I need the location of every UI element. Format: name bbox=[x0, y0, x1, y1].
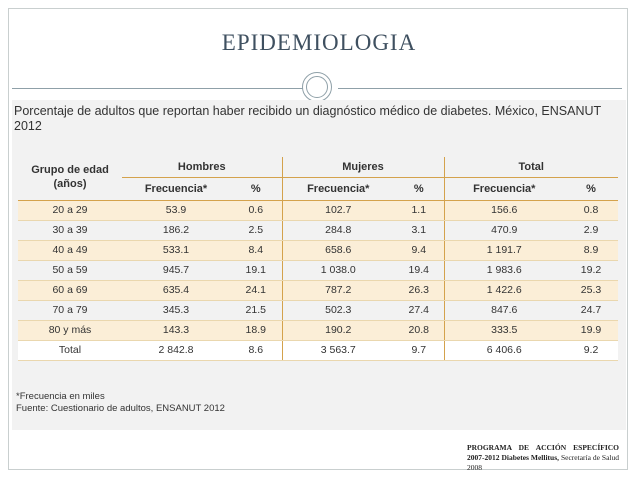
source-credit: PROGRAMA DE ACCIÓN ESPECÍFICO 2007-2012 … bbox=[467, 443, 619, 473]
figure-caption: Porcentaje de adultos que reportan haber… bbox=[14, 104, 601, 133]
table-total-row: Total 2 842.8 8.6 3 563.7 9.7 6 406.6 9.… bbox=[18, 340, 618, 361]
table-notes: *Frecuencia en miles Fuente: Cuestionari… bbox=[16, 391, 225, 415]
credit-publisher: Secretaría de Salud 2008 bbox=[467, 453, 619, 472]
women-percent-header: % bbox=[394, 177, 444, 201]
divider-ornament-inner bbox=[306, 76, 328, 98]
table-row: 70 a 79 345.3 21.5 502.3 27.4 847.6 24.7 bbox=[18, 300, 618, 321]
men-header: Hombres bbox=[122, 157, 282, 178]
slide-frame bbox=[8, 8, 628, 470]
table-row: 30 a 39 186.2 2.5 284.8 3.1 470.9 2.9 bbox=[18, 220, 618, 241]
frequency-footnote: *Frecuencia en miles bbox=[16, 391, 105, 402]
table-row: 80 y más 143.3 18.9 190.2 20.8 333.5 19.… bbox=[18, 320, 618, 341]
table-row: 60 a 69 635.4 24.1 787.2 26.3 1 422.6 25… bbox=[18, 280, 618, 301]
source-footnote: Fuente: Cuestionario de adultos, ENSANUT… bbox=[16, 403, 225, 414]
slide-title: EPIDEMIOLOGIA bbox=[221, 30, 417, 55]
women-frequency-header: Frecuencia* bbox=[281, 177, 394, 201]
total-percent-header: % bbox=[564, 177, 618, 201]
table-row: 20 a 29 53.9 0.6 102.7 1.1 156.6 0.8 bbox=[18, 200, 618, 221]
age-group-header: Grupo de edad (años) bbox=[18, 157, 122, 201]
title-divider-left bbox=[12, 88, 305, 89]
diabetes-table: Grupo de edad (años) Hombres Mujeres Tot… bbox=[18, 157, 618, 361]
men-frequency-header: Frecuencia* bbox=[122, 177, 230, 201]
women-header: Mujeres bbox=[281, 157, 444, 178]
table-row: 40 a 49 533.1 8.4 658.6 9.4 1 191.7 8.9 bbox=[18, 240, 618, 261]
credit-program: PROGRAMA DE ACCIÓN ESPECÍFICO 2007-2012 … bbox=[467, 443, 619, 462]
total-frequency-header: Frecuencia* bbox=[443, 177, 564, 201]
total-header: Total bbox=[443, 157, 618, 178]
men-percent-header: % bbox=[230, 177, 282, 201]
table-row: 50 a 59 945.7 19.1 1 038.0 19.4 1 983.6 … bbox=[18, 260, 618, 281]
title-divider-right bbox=[338, 88, 622, 89]
